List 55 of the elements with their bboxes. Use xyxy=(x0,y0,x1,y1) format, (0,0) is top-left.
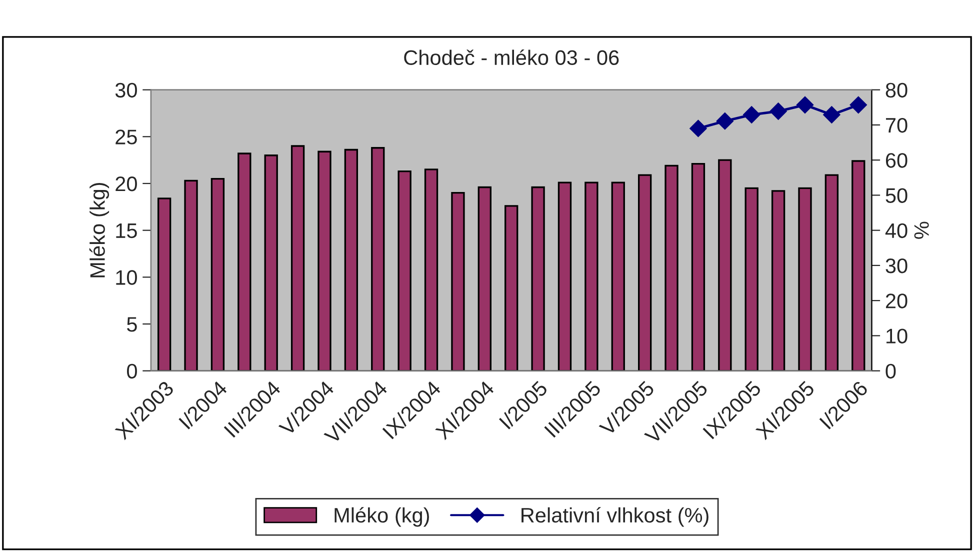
point xyxy=(850,96,867,114)
y2-tick-label: 80 xyxy=(886,82,908,98)
y-axis-title: Mléko (kg) xyxy=(89,182,110,278)
bar xyxy=(290,145,305,371)
y-tick-label: 10 xyxy=(116,270,137,285)
bar xyxy=(824,174,839,371)
bar xyxy=(798,187,812,371)
bar xyxy=(852,160,866,371)
bar xyxy=(210,178,225,371)
bar xyxy=(584,182,598,371)
point xyxy=(770,102,787,120)
y2-tick-label: 0 xyxy=(886,364,896,379)
bar xyxy=(238,152,252,371)
point xyxy=(796,96,814,114)
y-tick-label: 0 xyxy=(127,364,137,379)
bar xyxy=(531,186,545,371)
legend-label: Relativní vlhkost (%) xyxy=(522,507,708,527)
bar xyxy=(664,164,678,371)
legend-label: Mléko (kg) xyxy=(334,507,429,527)
y2-tick-label: 20 xyxy=(886,294,908,308)
bar xyxy=(398,170,412,371)
bar xyxy=(478,186,492,371)
point xyxy=(743,106,760,124)
y2-tick-label: 60 xyxy=(886,153,908,168)
point xyxy=(690,120,707,138)
y-tick-label: 20 xyxy=(116,176,137,192)
bar xyxy=(611,182,625,371)
bar xyxy=(504,205,518,371)
bar xyxy=(771,190,786,371)
bar xyxy=(451,192,465,371)
y2-axis-title: % xyxy=(914,222,929,239)
y-tick-label: 25 xyxy=(116,130,137,144)
bar xyxy=(264,154,278,371)
bar xyxy=(424,168,438,371)
point xyxy=(823,106,840,124)
bar xyxy=(371,147,385,371)
bar xyxy=(344,148,358,371)
y2-tick-label: 50 xyxy=(886,188,908,203)
y-tick-label: 15 xyxy=(116,224,137,238)
y2-tick-label: 10 xyxy=(886,328,908,344)
bar xyxy=(184,180,198,371)
bar xyxy=(638,174,652,371)
y2-tick-label: 70 xyxy=(886,118,908,133)
point xyxy=(716,112,734,130)
y-tick-label: 30 xyxy=(115,82,137,98)
bar xyxy=(558,182,572,371)
y-tick-label: 5 xyxy=(127,317,137,332)
bar xyxy=(718,159,732,371)
bar xyxy=(157,198,172,371)
bar xyxy=(318,150,332,371)
chart-title: Chodeč - mléko 03 - 06 xyxy=(404,49,619,66)
bar xyxy=(744,187,758,371)
bar xyxy=(691,162,706,371)
y2-tick-label: 40 xyxy=(885,223,908,238)
y2-tick-label: 30 xyxy=(886,258,908,274)
